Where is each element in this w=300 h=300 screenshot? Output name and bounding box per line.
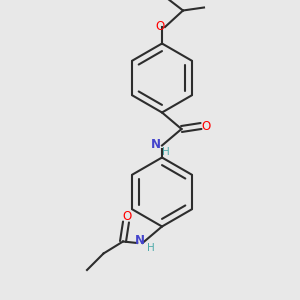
- Text: O: O: [156, 20, 165, 34]
- Text: N: N: [135, 234, 145, 247]
- Text: O: O: [122, 210, 131, 223]
- Text: N: N: [150, 137, 161, 151]
- Text: H: H: [162, 147, 170, 157]
- Text: O: O: [202, 119, 211, 133]
- Text: H: H: [147, 243, 155, 253]
